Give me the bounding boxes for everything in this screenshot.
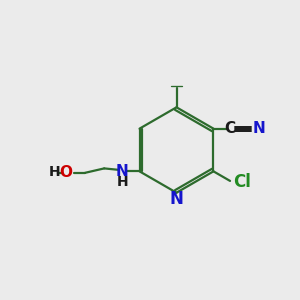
Text: N: N [116,164,129,179]
Text: Cl: Cl [233,173,251,191]
Text: N: N [253,121,266,136]
Text: C: C [224,121,235,136]
Text: H: H [49,165,61,179]
Text: N: N [169,190,183,208]
Text: H: H [117,175,128,189]
Text: O: O [59,165,72,180]
